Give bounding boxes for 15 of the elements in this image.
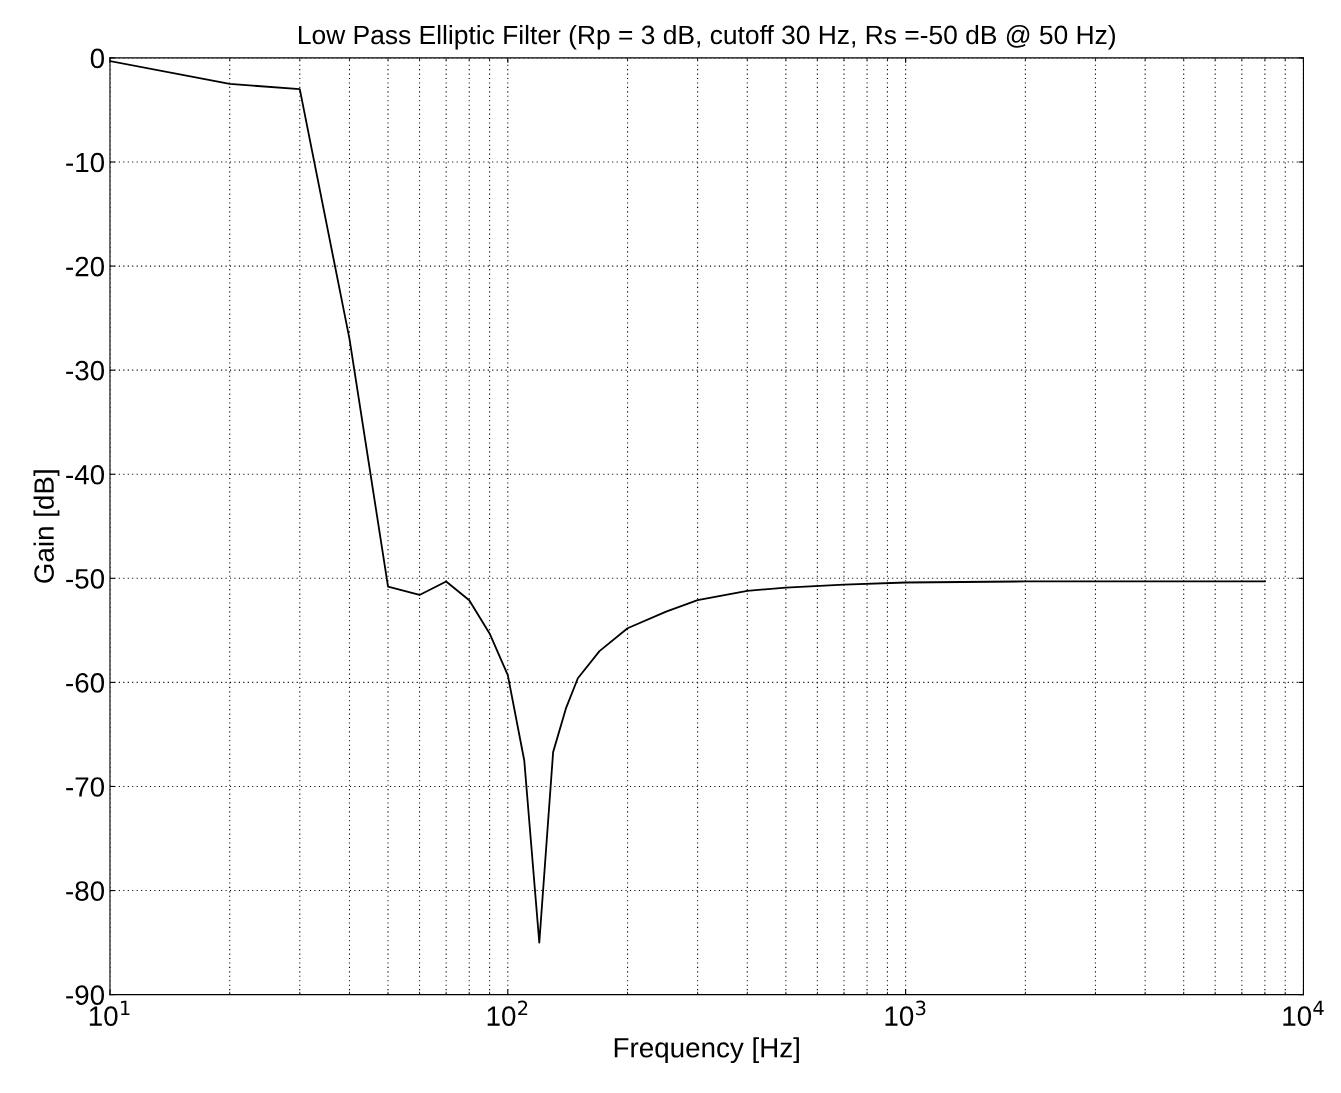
x-axis-title: Frequency [Hz] (614, 1037, 799, 1064)
y-tick-label: -40 (66, 464, 105, 485)
x-tick-label: 10$^{3}$ (885, 1000, 926, 1026)
y-tick-label: -50 (66, 568, 105, 589)
x-tick-label: 10$^{2}$ (487, 1000, 528, 1026)
y-tick-label: -30 (66, 360, 105, 381)
y-tick-label: -10 (66, 152, 105, 173)
y-tick-label: 0 (90, 48, 105, 69)
y-tick-label: -70 (66, 777, 105, 797)
y-tick-label: -80 (66, 881, 105, 901)
y-axis-title: Gain [dB] (33, 470, 60, 583)
y-tick-label: -60 (66, 673, 105, 693)
chart-title: Low Pass Elliptic Filter (Rp = 3 dB, cutoff 30 Hz, Rs =-50 dB @ 50 Hz) (299, 24, 1115, 50)
x-tick-label: 10$^{4}$ (1283, 1000, 1324, 1026)
y-tick-label: -20 (66, 256, 105, 277)
